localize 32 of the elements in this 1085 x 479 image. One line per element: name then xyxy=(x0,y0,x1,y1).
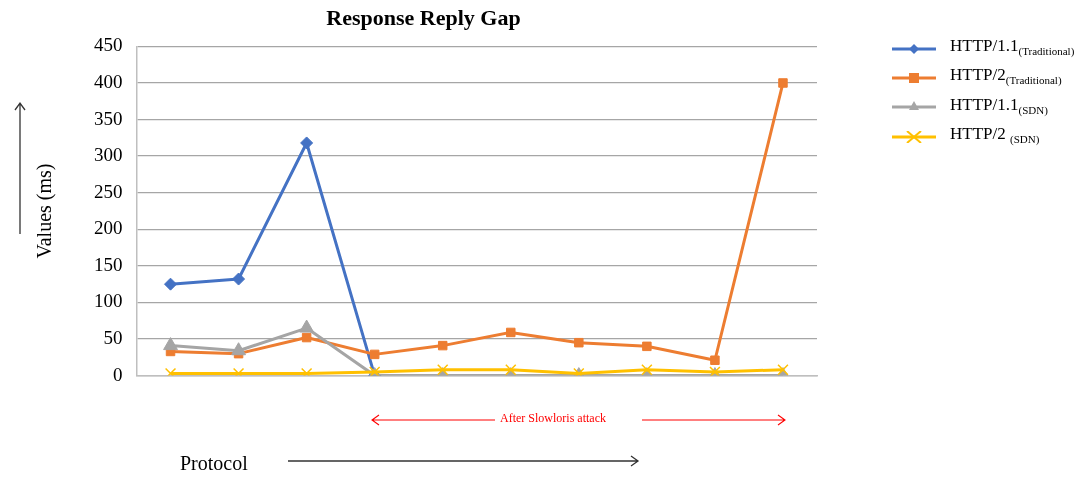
point xyxy=(642,341,652,352)
point xyxy=(300,136,314,150)
y-tick-label: 250 xyxy=(94,180,123,202)
y-axis-title: Values (ms) xyxy=(33,163,57,259)
point xyxy=(574,337,584,348)
point xyxy=(299,319,315,333)
x-axis-title: Protocol xyxy=(180,452,248,475)
legend-label: HTTP/2$_{(Traditional)}$ xyxy=(950,64,1062,89)
y-tick-label: 400 xyxy=(94,70,123,92)
y-tick-label: 100 xyxy=(94,290,123,312)
legend-label: HTTP/1.1$_{(SDN)}$ xyxy=(950,93,1048,119)
point xyxy=(231,342,246,356)
legend-label: HTTP/2 $_{(SDN)}$ xyxy=(950,123,1040,148)
point xyxy=(778,78,788,88)
point xyxy=(506,327,516,338)
y-tick-label: 350 xyxy=(94,107,123,129)
point xyxy=(369,349,380,360)
point xyxy=(164,277,178,291)
legend-label: HTTP/1.1$_{(Traditional)}$ xyxy=(950,35,1075,60)
point xyxy=(232,272,246,286)
y-tick-label: 50 xyxy=(103,327,123,349)
y-tick-label: 300 xyxy=(94,144,123,166)
y-tick-label: 150 xyxy=(94,253,123,275)
point xyxy=(163,337,178,351)
y-tick-label: 0 xyxy=(113,363,123,385)
point xyxy=(710,355,720,365)
chart-title: Response Reply Gap xyxy=(326,4,521,30)
text: After Slowloris attack xyxy=(500,411,606,426)
y-tick-label: 200 xyxy=(94,217,123,239)
point xyxy=(437,340,448,351)
y-tick-label: 450 xyxy=(94,34,123,56)
point xyxy=(301,332,312,343)
